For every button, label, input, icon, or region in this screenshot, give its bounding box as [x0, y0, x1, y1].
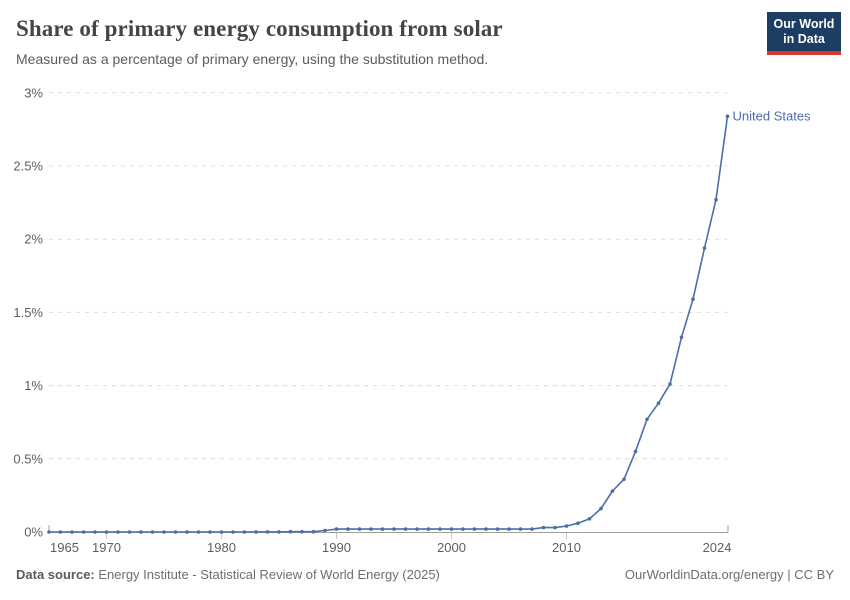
x-axis-tick-label: 1965: [50, 540, 79, 555]
credit-separator: |: [783, 567, 795, 582]
data-point-marker: [242, 530, 247, 534]
data-point-marker: [265, 530, 270, 534]
data-point-marker: [323, 528, 327, 533]
data-point-marker: [553, 525, 557, 530]
data-point-marker: [334, 527, 339, 531]
data-point-marker: [162, 530, 166, 534]
data-point-marker: [449, 527, 454, 531]
owid-url-link[interactable]: OurWorldinData.org/energy: [624, 567, 784, 582]
data-point-marker: [47, 530, 51, 534]
data-point-marker: [415, 527, 419, 531]
data-point-marker: [300, 529, 304, 534]
x-axis-tick-label: 2000: [437, 540, 466, 555]
data-point-marker: [484, 527, 488, 531]
data-point-marker: [495, 527, 500, 531]
data-source-note: Data source: Energy Institute - Statisti…: [16, 567, 440, 582]
data-point-marker: [93, 530, 97, 534]
owid-logo: Our World in Data: [767, 12, 841, 55]
data-point-marker: [127, 530, 132, 534]
y-axis-tick-label: 2.5%: [13, 159, 43, 174]
data-point-marker: [231, 530, 235, 534]
data-point-marker: [438, 527, 442, 531]
data-point-marker: [691, 297, 695, 302]
y-axis-tick-label: 1%: [24, 378, 43, 393]
data-point-marker: [541, 525, 546, 530]
data-point-marker: [139, 530, 143, 534]
data-point-marker: [116, 530, 120, 534]
x-axis-tick-label: 2010: [552, 540, 581, 555]
y-axis-tick-label: 3%: [24, 85, 43, 100]
y-axis-tick-label: 0%: [24, 525, 43, 540]
y-axis-tick-label: 0.5%: [13, 451, 43, 466]
data-point-marker: [81, 530, 86, 534]
data-point-marker: [564, 524, 569, 528]
owid-logo-line2: in Data: [783, 32, 825, 46]
data-point-marker: [254, 530, 258, 534]
chart-subtitle: Measured as a percentage of primary ener…: [16, 51, 489, 67]
data-point-marker: [70, 530, 74, 534]
series-line: [48, 115, 729, 533]
data-point-marker: [369, 527, 373, 531]
data-point-marker: [219, 530, 224, 534]
data-point-marker: [507, 527, 511, 531]
data-point-marker: [702, 246, 707, 250]
data-point-marker: [645, 417, 649, 422]
x-axis-tick-label: 1980: [207, 540, 236, 555]
data-point-marker: [633, 449, 638, 454]
data-point-marker: [288, 529, 293, 534]
data-point-marker: [714, 197, 718, 202]
data-point-marker: [208, 530, 212, 534]
data-point-marker: [150, 530, 155, 534]
data-point-marker: [392, 527, 396, 531]
chart-header: Share of primary energy consumption from…: [16, 16, 750, 67]
data-point-marker: [668, 382, 672, 386]
x-axis-tick-label: 1990: [322, 540, 351, 555]
x-axis-tick-label: 1970: [92, 540, 121, 555]
y-axis-tick-label: 2%: [24, 232, 43, 247]
data-point-marker: [530, 527, 534, 531]
y-axis-tick-label: 1.5%: [13, 305, 43, 320]
data-source-text: Energy Institute - Statistical Review of…: [94, 567, 440, 582]
data-point-marker: [679, 335, 684, 340]
chart-title: Share of primary energy consumption from…: [16, 16, 503, 41]
credits: OurWorldinData.org/energy | CC BY: [625, 567, 834, 582]
x-axis-tick-label: 2024: [703, 540, 732, 555]
data-point-marker: [346, 527, 350, 531]
data-point-marker: [472, 527, 477, 531]
series-entity-label[interactable]: United States: [733, 109, 812, 124]
data-point-marker: [518, 527, 523, 531]
data-point-marker: [380, 527, 385, 531]
data-point-marker: [58, 530, 63, 534]
data-point-marker: [104, 530, 109, 534]
data-point-marker: [277, 530, 281, 534]
data-point-marker: [461, 527, 465, 531]
data-point-marker: [610, 489, 615, 493]
data-point-marker: [311, 529, 316, 534]
data-source-label: Data source:: [16, 567, 95, 582]
data-point-marker: [185, 530, 189, 534]
chart-footer: Data source: Energy Institute - Statisti…: [16, 567, 834, 582]
data-point-marker: [196, 530, 201, 534]
data-point-marker: [725, 114, 730, 118]
data-point-marker: [622, 477, 626, 482]
data-point-marker: [403, 527, 408, 531]
data-point-marker: [357, 527, 362, 531]
license-label: CC BY: [794, 567, 834, 582]
data-point-marker: [587, 517, 592, 521]
owid-logo-line1: Our World: [773, 17, 835, 31]
data-point-marker: [426, 527, 431, 531]
data-point-marker: [576, 521, 580, 525]
data-point-marker: [173, 530, 178, 534]
data-point-marker: [599, 506, 603, 511]
data-point-marker: [656, 401, 661, 406]
